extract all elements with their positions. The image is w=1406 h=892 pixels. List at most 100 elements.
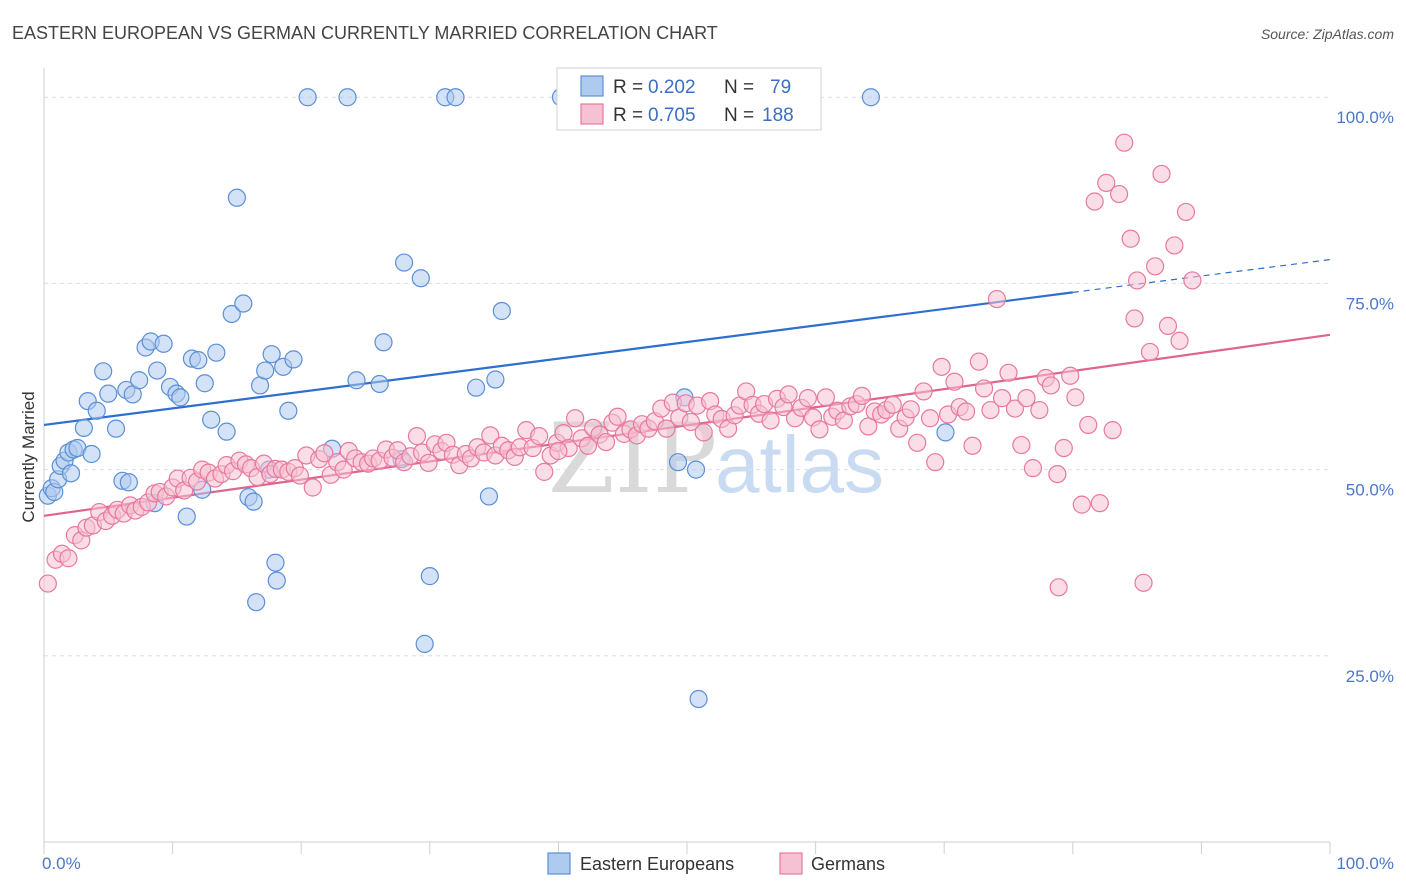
- germans-point: [530, 427, 549, 446]
- germans-point: [992, 389, 1012, 408]
- germans-point: [1134, 573, 1153, 592]
- legend-r-value-1: 0.705: [648, 105, 696, 126]
- eastern-europeans-point: [394, 253, 414, 272]
- legend-swatch-eastern-europeans: [580, 75, 604, 97]
- eastern-europeans-point: [374, 333, 393, 352]
- eastern-europeans-point: [492, 301, 511, 321]
- germans-point: [1152, 164, 1171, 184]
- eastern-europeans-point: [94, 362, 113, 381]
- germans-point: [761, 411, 780, 430]
- eastern-europeans-point: [338, 88, 357, 107]
- eastern-europeans-point: [222, 304, 241, 324]
- germans-point: [1049, 578, 1068, 597]
- germans-point: [779, 385, 798, 404]
- eastern-europeans-point: [244, 492, 263, 511]
- eastern-europeans-point: [177, 507, 196, 526]
- eastern-europeans-point: [171, 388, 190, 407]
- eastern-europeans-point: [202, 410, 221, 429]
- germans-point: [549, 441, 568, 461]
- germans-point: [932, 357, 951, 376]
- bottom-legend-label-germans: Germans: [811, 854, 885, 874]
- legend-r-label-1: R =: [613, 105, 643, 126]
- eastern-europeans-point: [227, 188, 246, 207]
- eastern-europeans-point: [61, 464, 81, 483]
- germans-point: [1115, 133, 1134, 152]
- germans-point: [945, 372, 964, 391]
- germans-point: [1125, 309, 1144, 328]
- axes: [43, 68, 1331, 854]
- eastern-europeans-point: [298, 88, 317, 107]
- germans-point: [608, 407, 627, 426]
- germans-point: [419, 453, 438, 473]
- germans-point: [1066, 388, 1085, 407]
- eastern-europeans-point: [861, 88, 880, 107]
- germans-point: [926, 453, 945, 472]
- eastern-europeans-point: [446, 88, 465, 107]
- germans-point: [303, 478, 322, 497]
- eastern-europeans-point: [420, 567, 439, 586]
- germans-point: [1041, 376, 1061, 395]
- bottom-legend: Eastern Europeans Germans: [547, 852, 885, 875]
- eastern-europeans-point: [74, 418, 93, 438]
- eastern-europeans-point: [267, 571, 286, 590]
- bottom-legend-swatch-germans: [779, 852, 803, 875]
- germans-point: [1054, 438, 1073, 458]
- x-tick-label-max: 100.0%: [1336, 854, 1394, 873]
- bottom-legend-swatch-eastern-europeans: [547, 852, 571, 875]
- germans-point: [987, 289, 1007, 309]
- eastern-europeans-point: [217, 422, 236, 441]
- legend-n-value-0: 79: [770, 77, 791, 98]
- germans-point: [810, 420, 829, 439]
- eastern-europeans-point: [411, 269, 430, 288]
- y-tick-label-100: 100.0%: [1336, 108, 1394, 127]
- germans-point: [1103, 421, 1122, 440]
- eastern-europeans-point: [106, 419, 126, 438]
- germans-point: [596, 432, 616, 452]
- x-tick-label-min: 0.0%: [42, 854, 81, 873]
- germans-point: [1017, 389, 1036, 408]
- legend-swatch-germans: [580, 103, 604, 125]
- legend-n-label-1: N =: [724, 105, 754, 126]
- germans-point: [798, 389, 817, 408]
- germans-point: [963, 436, 982, 455]
- germans-point: [1183, 271, 1202, 290]
- germans-point: [1165, 236, 1184, 255]
- eastern-europeans-point: [262, 345, 281, 364]
- series-germans: [38, 133, 1202, 597]
- eastern-europeans-point: [130, 371, 149, 390]
- legend-n-label-0: N =: [724, 77, 754, 98]
- germans-point: [981, 400, 1000, 420]
- legend-box: R = 0.202 N = 79 R = 0.705 N = 188: [556, 67, 822, 131]
- eastern-europeans-point: [668, 453, 688, 472]
- y-axis-label: Currently Married: [19, 391, 38, 522]
- eastern-europeans-point: [256, 361, 275, 380]
- eastern-europeans-point: [148, 361, 167, 380]
- germans-point: [59, 549, 78, 568]
- germans-point: [1158, 316, 1178, 335]
- legend-r-label-0: R =: [613, 77, 643, 98]
- eastern-europeans-point: [154, 334, 173, 353]
- germans-point: [315, 444, 334, 463]
- eastern-europeans-point: [266, 553, 285, 572]
- germans-point: [999, 363, 1018, 382]
- germans-point: [566, 409, 585, 428]
- trend-line-eastern-europeans: [43, 291, 1073, 427]
- germans-point: [1012, 435, 1031, 455]
- germans-point: [657, 419, 676, 438]
- germans-point: [1109, 184, 1129, 204]
- germans-point: [1061, 366, 1080, 385]
- germans-point: [694, 423, 713, 442]
- bottom-legend-label-eastern-europeans: Eastern Europeans: [580, 854, 734, 874]
- y-tick-label-50: 50.0%: [1346, 481, 1394, 500]
- germans-point: [956, 402, 976, 421]
- trend-line-extension-eastern-europeans: [1072, 259, 1331, 293]
- germans-point: [1072, 495, 1091, 514]
- series-eastern-europeans: [38, 88, 955, 709]
- germans-point: [1090, 494, 1109, 513]
- eastern-europeans-point: [99, 384, 118, 403]
- germans-point: [481, 426, 500, 445]
- germans-point: [1170, 331, 1189, 350]
- germans-point: [1146, 257, 1165, 276]
- eastern-europeans-point: [486, 370, 505, 389]
